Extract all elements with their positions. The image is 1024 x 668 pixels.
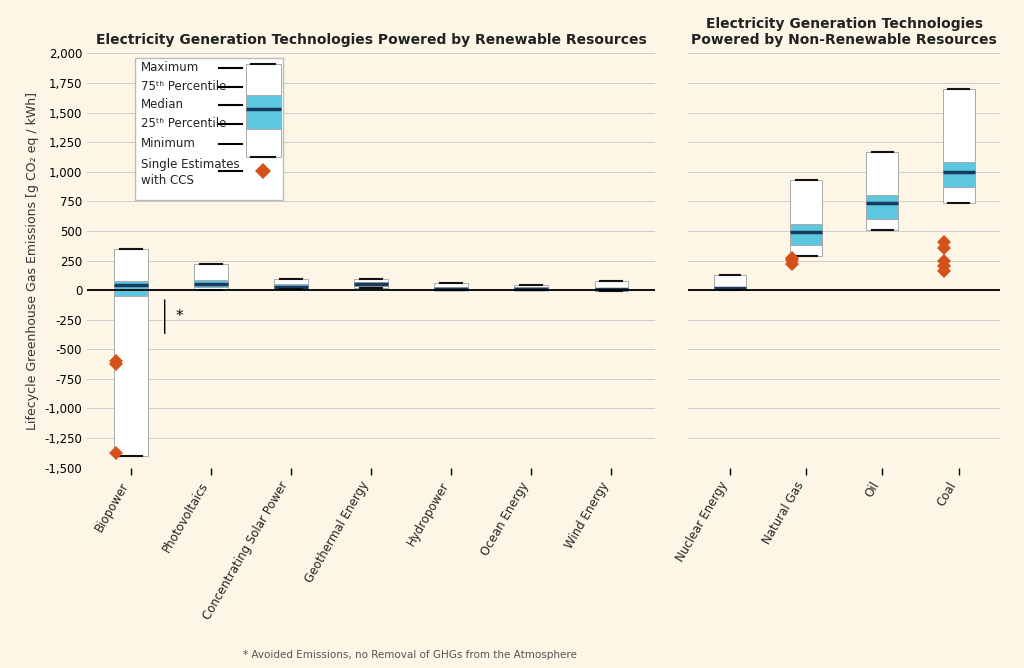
Bar [514,285,548,289]
Bar [514,287,548,289]
Bar [791,224,822,245]
Bar [195,281,228,287]
Bar [866,196,898,219]
Bar [791,180,822,256]
Bar [866,152,898,230]
Title: Electricity Generation Technologies Powered by Renewable Resources: Electricity Generation Technologies Powe… [96,33,646,47]
Text: *: * [175,309,182,323]
Title: Electricity Generation Technologies
Powered by Non-Renewable Resources: Electricity Generation Technologies Powe… [691,17,997,47]
Text: Minimum: Minimum [140,138,196,150]
Text: Maximum: Maximum [140,61,199,74]
Text: Single Estimates: Single Estimates [140,158,240,170]
Bar [714,287,746,289]
Bar [115,281,147,296]
Bar [274,284,308,289]
Bar [115,248,147,456]
Bar [595,288,628,289]
Bar [274,279,308,289]
Bar [434,283,468,290]
Text: 25ᵗʰ Percentile: 25ᵗʰ Percentile [140,118,226,130]
Bar [595,281,628,291]
Bar [246,95,281,129]
Bar [246,64,281,157]
FancyBboxPatch shape [135,58,284,200]
Bar [195,264,228,290]
Bar [942,89,975,202]
Text: with CCS: with CCS [140,174,194,186]
Bar [434,287,468,290]
Bar [714,275,746,290]
Y-axis label: Lifecycle Greenhouse Gas Emissions [g CO₂ eq / kWh]: Lifecycle Greenhouse Gas Emissions [g CO… [26,92,39,430]
Bar [354,282,388,287]
Text: Median: Median [140,98,183,112]
Text: 75ᵗʰ Percentile: 75ᵗʰ Percentile [140,80,226,93]
Text: * Avoided Emissions, no Removal of GHGs from the Atmosphere: * Avoided Emissions, no Removal of GHGs … [243,650,577,660]
Bar [942,162,975,187]
Bar [354,279,388,289]
